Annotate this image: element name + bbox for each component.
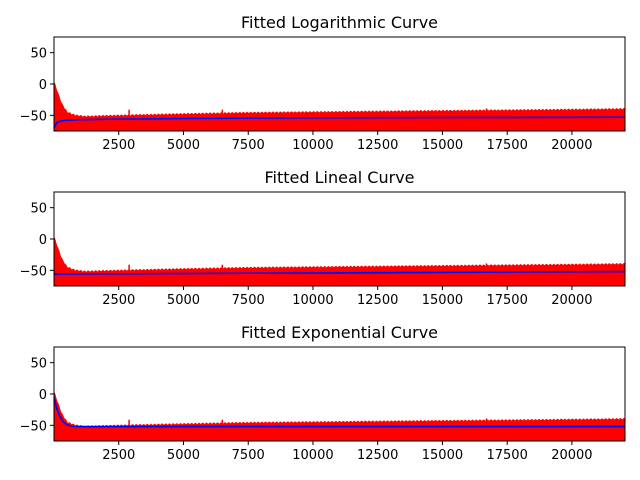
x-tick-label: 15000 bbox=[422, 448, 463, 463]
data-series-lineal bbox=[54, 236, 625, 286]
x-tick-label: 7500 bbox=[232, 293, 265, 308]
x-tick-label: 12500 bbox=[357, 138, 398, 153]
y-tick-label: 50 bbox=[30, 47, 47, 62]
x-tick-label: 2500 bbox=[102, 293, 135, 308]
x-tick-label: 10000 bbox=[292, 138, 333, 153]
x-tick-label: 5000 bbox=[167, 293, 200, 308]
y-tick-label: 50 bbox=[30, 357, 47, 372]
data-series-exponential bbox=[54, 391, 625, 441]
fit-curve-lineal bbox=[54, 270, 625, 275]
x-tick-label: 10000 bbox=[292, 448, 333, 463]
data-series-logarithmic bbox=[54, 81, 625, 131]
y-tick-label: 50 bbox=[30, 202, 47, 217]
x-tick-label: 2500 bbox=[102, 138, 135, 153]
x-tick-label: 12500 bbox=[357, 293, 398, 308]
x-tick-label: 15000 bbox=[422, 138, 463, 153]
x-tick-label: 17500 bbox=[486, 293, 527, 308]
x-tick-label: 7500 bbox=[232, 138, 265, 153]
y-tick-label: 0 bbox=[39, 233, 47, 248]
chart-title-lineal: Fitted Lineal Curve bbox=[265, 168, 415, 187]
x-tick-label: 20000 bbox=[551, 448, 592, 463]
x-tick-label: 12500 bbox=[357, 448, 398, 463]
x-tick-label: 15000 bbox=[422, 293, 463, 308]
chart-title-exponential: Fitted Exponential Curve bbox=[241, 323, 438, 342]
x-tick-label: 20000 bbox=[551, 293, 592, 308]
panel-lineal: Fitted Lineal Curve 2500 5000 7500 10000 1250… bbox=[20, 168, 626, 308]
y-tick-label: 0 bbox=[39, 388, 47, 403]
x-tick-label: 5000 bbox=[167, 448, 200, 463]
x-tick-label: 10000 bbox=[292, 293, 333, 308]
y-tick-label: −50 bbox=[20, 419, 47, 434]
y-tick-label: 0 bbox=[39, 78, 47, 93]
panel-exponential: Fitted Exponential Curve 2500 5000 7500 1000… bbox=[20, 323, 626, 463]
chart-title-logarithmic: Fitted Logarithmic Curve bbox=[241, 13, 438, 32]
x-tick-label: 20000 bbox=[551, 138, 592, 153]
fit-curve-logarithmic bbox=[54, 116, 625, 129]
x-tick-label: 17500 bbox=[486, 448, 527, 463]
x-tick-label: 5000 bbox=[167, 138, 200, 153]
fit-curve-exponential bbox=[54, 396, 625, 428]
y-tick-label: −50 bbox=[20, 264, 47, 279]
x-tick-label: 7500 bbox=[232, 448, 265, 463]
panel-logarithmic: Fitted Logarithmic Curve 2500 5000 7500 1000… bbox=[20, 13, 626, 153]
x-tick-label: 2500 bbox=[102, 448, 135, 463]
x-tick-label: 17500 bbox=[486, 138, 527, 153]
y-tick-label: −50 bbox=[20, 109, 47, 124]
